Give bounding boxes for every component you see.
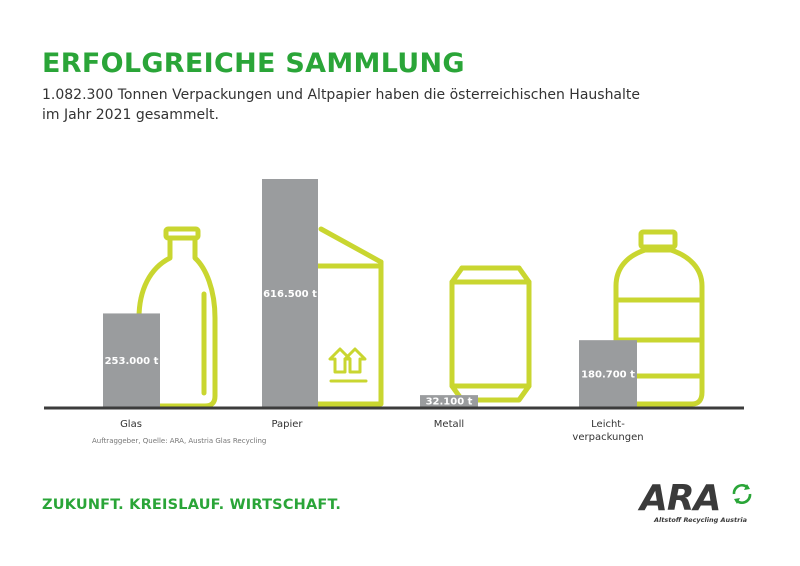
can-icon — [449, 265, 532, 403]
category-label-0: Glas — [120, 419, 142, 430]
category-label-2: Metall — [434, 419, 464, 430]
logo-text: ARA — [640, 478, 721, 519]
bottle-icon — [136, 226, 218, 409]
bar-chart: 253.000 t 616.500 t 32.100 t 180.700 t Glas… — [44, 179, 744, 443]
bar-value-label-0: 253.000 t — [105, 356, 159, 367]
bar-0 — [103, 313, 160, 407]
category-label-3: Leicht-verpackungen — [572, 419, 643, 443]
bar-value-label-1: 616.500 t — [263, 289, 317, 300]
bar-1 — [262, 179, 318, 407]
bar-value-label-3: 180.700 t — [581, 370, 635, 381]
box-icon — [315, 226, 384, 407]
bar-3 — [579, 340, 637, 407]
bar-value-label-2: 32.100 t — [426, 397, 473, 408]
ara-logo: ARA Altstoff Recycling Austria — [640, 478, 760, 528]
bar-2 — [420, 395, 478, 407]
tagline: ZUKUNFT. KREISLAUF. WIRTSCHAFT. — [42, 497, 342, 513]
recycling-arrows-icon — [732, 483, 752, 505]
page-subtitle: 1.082.300 Tonnen Verpackungen und Altpap… — [42, 87, 641, 123]
logo-subtitle: Altstoff Recycling Austria — [654, 516, 747, 524]
source-note: Auftraggeber, Quelle: ARA, Austria Glas … — [92, 437, 267, 445]
plastic-bottle-icon — [613, 229, 705, 407]
category-label-1: Papier — [271, 419, 303, 430]
page-title: ERFOLGREICHE SAMMLUNG — [42, 48, 465, 79]
